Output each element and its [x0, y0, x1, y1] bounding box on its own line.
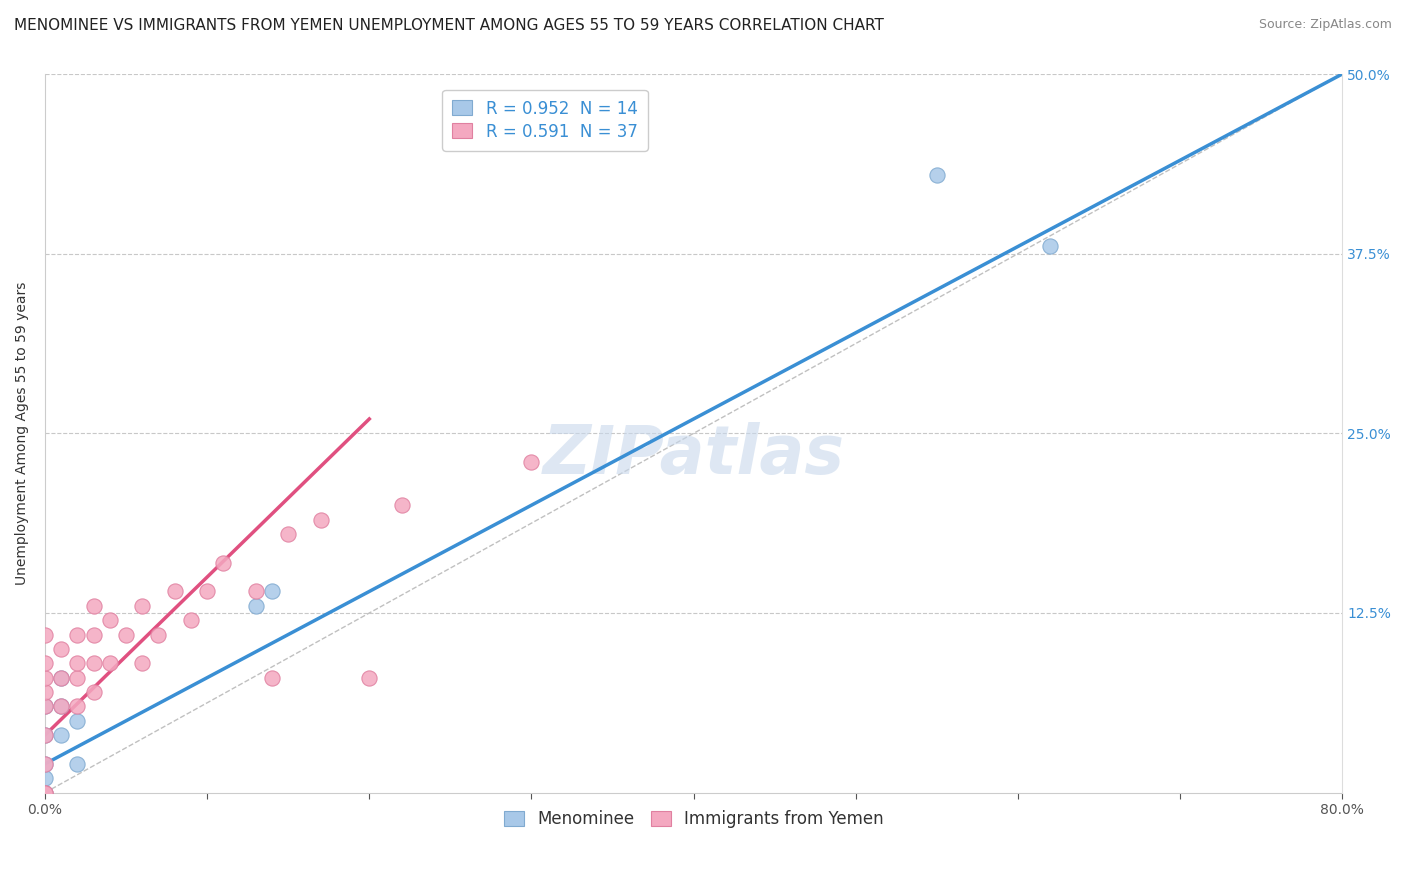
Point [260, 584, 283, 599]
Point [34, 772, 56, 786]
Point [34, 786, 56, 800]
Legend: Menominee, Immigrants from Yemen: Menominee, Immigrants from Yemen [496, 804, 890, 835]
Point [34, 756, 56, 771]
Point [51, 671, 73, 685]
Point [34, 699, 56, 714]
Point [925, 168, 948, 182]
Point [520, 455, 543, 469]
Point [34, 685, 56, 699]
Point [163, 584, 186, 599]
Point [66, 671, 89, 685]
Point [195, 584, 218, 599]
Point [245, 584, 267, 599]
Point [51, 699, 73, 714]
Point [34, 786, 56, 800]
Point [131, 599, 153, 613]
Point [98, 613, 121, 627]
Point [34, 756, 56, 771]
Point [34, 728, 56, 742]
Point [51, 728, 73, 742]
Point [245, 599, 267, 613]
Point [66, 627, 89, 641]
Point [1039, 239, 1062, 253]
Point [34, 786, 56, 800]
Text: ZIPatlas: ZIPatlas [543, 422, 845, 488]
Point [391, 498, 413, 512]
Text: Source: ZipAtlas.com: Source: ZipAtlas.com [1258, 18, 1392, 31]
Text: MENOMINEE VS IMMIGRANTS FROM YEMEN UNEMPLOYMENT AMONG AGES 55 TO 59 YEARS CORREL: MENOMINEE VS IMMIGRANTS FROM YEMEN UNEMP… [14, 18, 884, 33]
Point [51, 671, 73, 685]
Point [34, 657, 56, 671]
Point [309, 512, 332, 526]
Point [98, 657, 121, 671]
Point [131, 657, 153, 671]
Y-axis label: Unemployment Among Ages 55 to 59 years: Unemployment Among Ages 55 to 59 years [15, 282, 30, 585]
Point [51, 699, 73, 714]
Point [66, 714, 89, 728]
Point [66, 657, 89, 671]
Point [34, 699, 56, 714]
Point [277, 527, 299, 541]
Point [83, 599, 105, 613]
Point [66, 756, 89, 771]
Point [148, 627, 170, 641]
Point [83, 685, 105, 699]
Point [83, 627, 105, 641]
Point [180, 613, 202, 627]
Point [66, 699, 89, 714]
Point [51, 641, 73, 656]
Point [34, 728, 56, 742]
Point [212, 556, 235, 570]
Point [83, 657, 105, 671]
Point [115, 627, 138, 641]
Point [34, 671, 56, 685]
Point [359, 671, 381, 685]
Point [260, 671, 283, 685]
Point [34, 627, 56, 641]
